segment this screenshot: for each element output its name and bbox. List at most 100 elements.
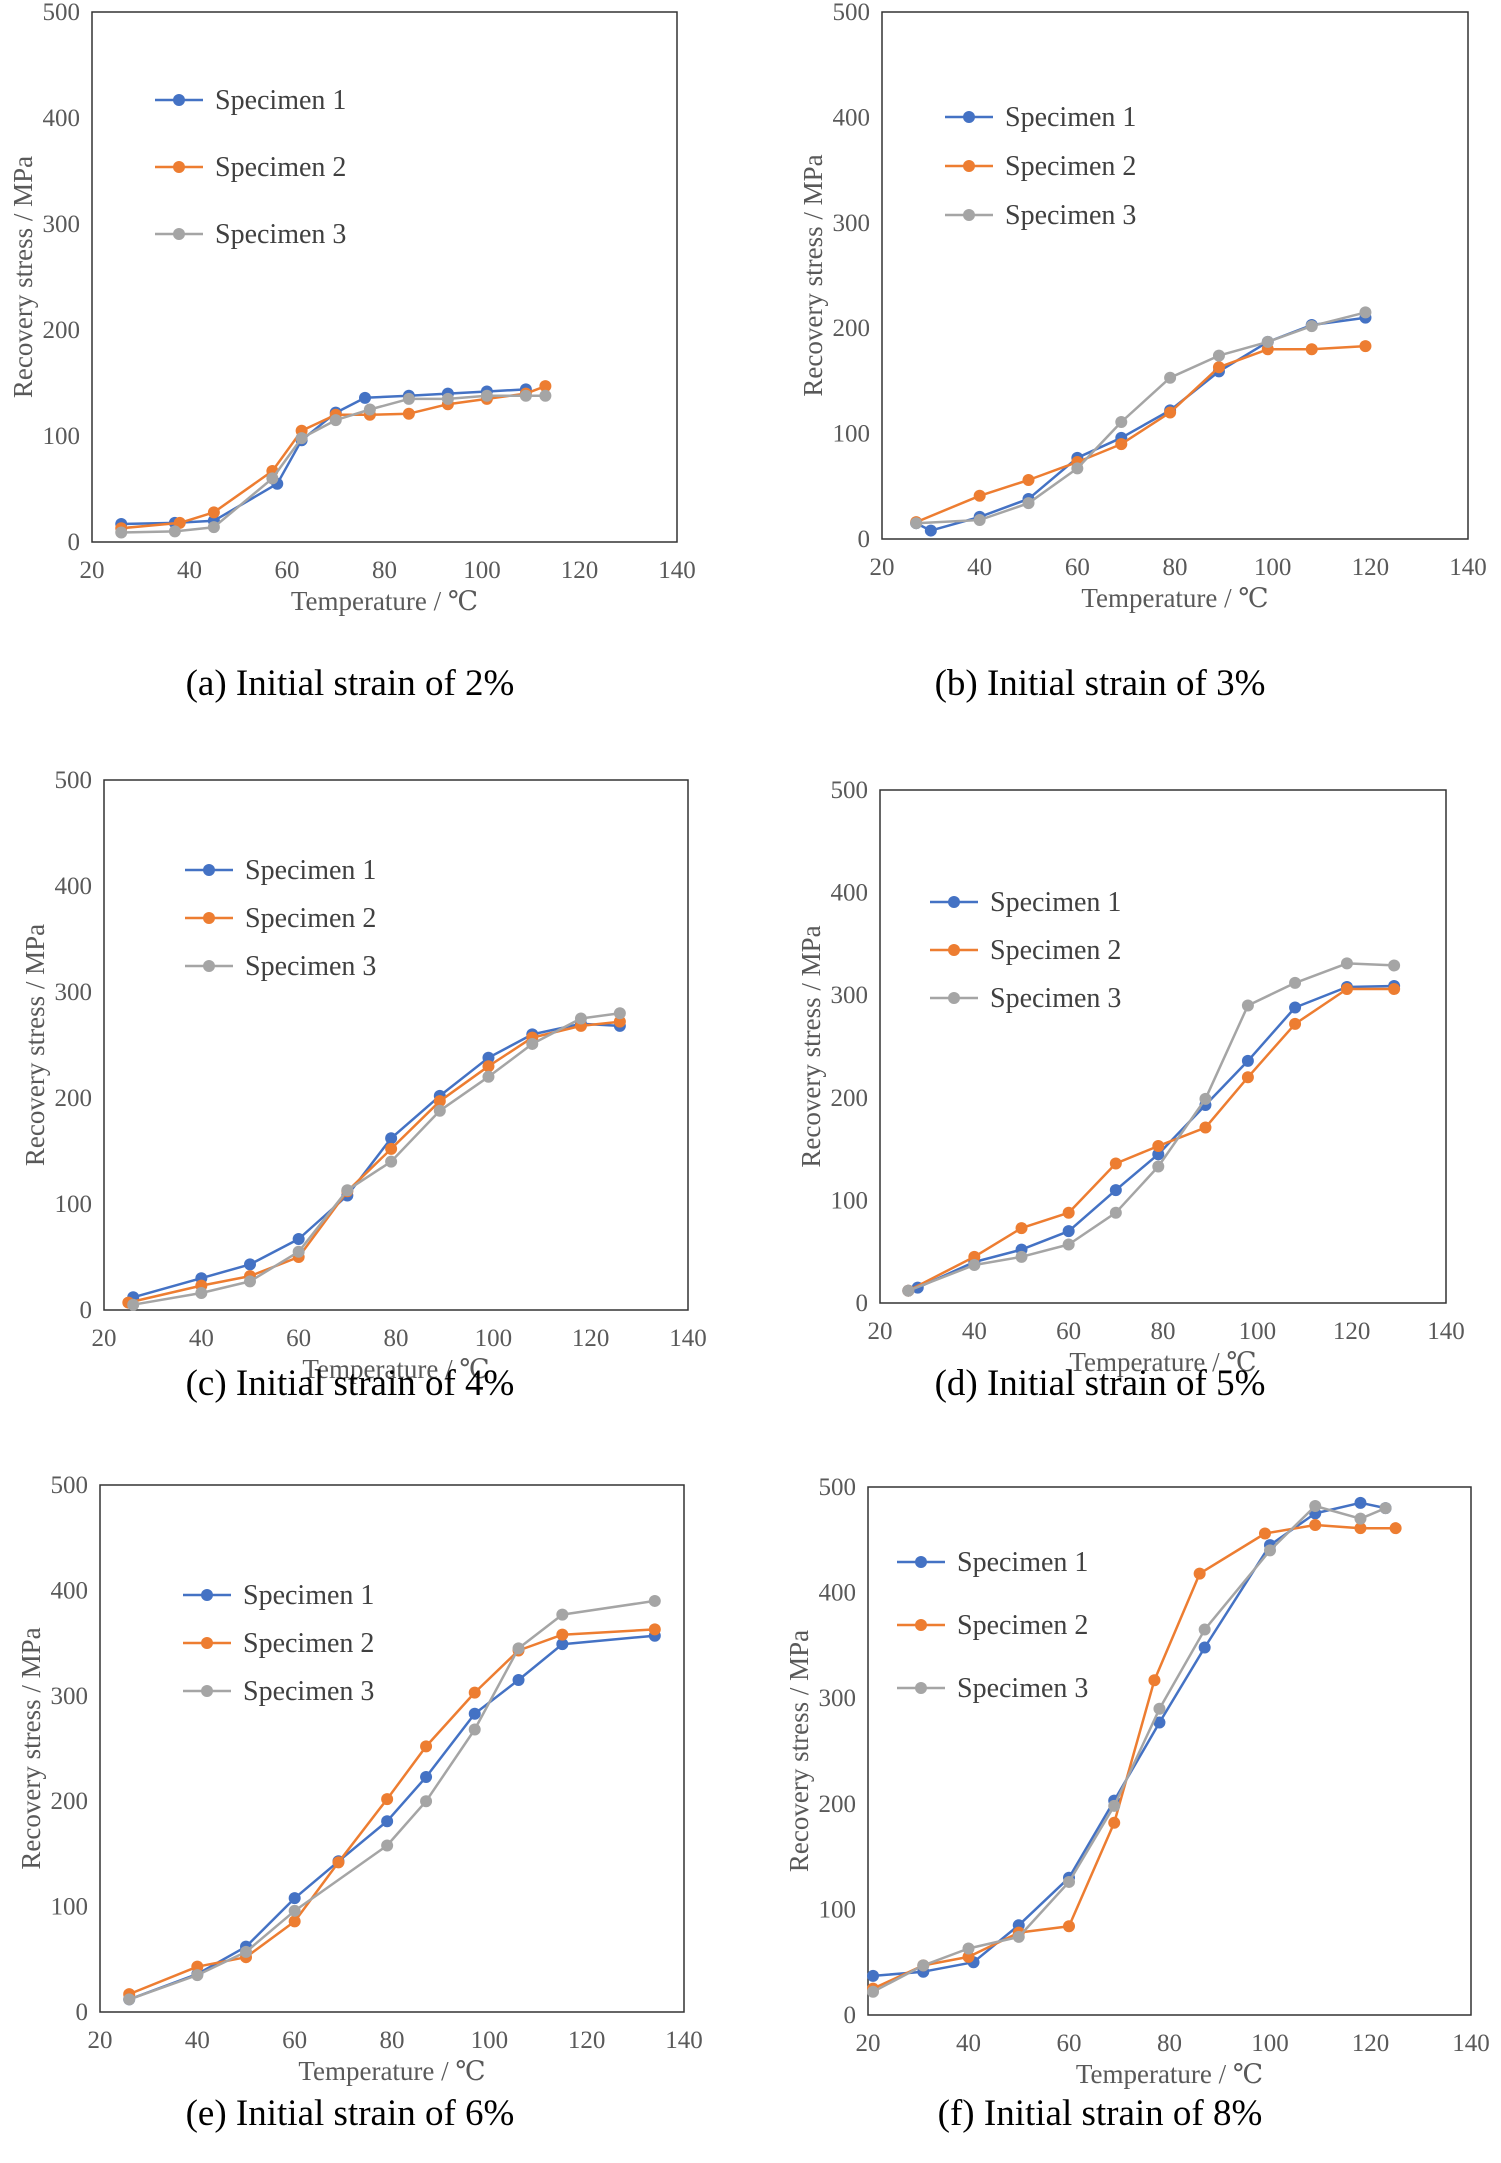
- legend-marker-specimen-3: [948, 992, 960, 1004]
- x-tick-label: 40: [967, 554, 992, 581]
- data-point-specimen-3: [539, 389, 552, 402]
- data-point-specimen-2: [468, 1686, 481, 1699]
- data-point-specimen-3: [556, 1608, 569, 1621]
- data-point-specimen-2: [1199, 1121, 1212, 1134]
- x-tick-label: 40: [956, 2030, 981, 2057]
- x-tick-label: 120: [572, 1325, 610, 1352]
- data-point-specimen-3: [973, 514, 986, 527]
- y-tick-label: 300: [43, 211, 81, 238]
- series-line-specimen-3: [121, 394, 546, 534]
- data-point-specimen-2: [1289, 1017, 1302, 1030]
- legend-label-specimen-3: Specimen 3: [245, 951, 376, 982]
- data-point-specimen-3: [123, 1993, 136, 2006]
- x-tick-label: 100: [1239, 1318, 1277, 1345]
- x-tick-label: 60: [1056, 1318, 1081, 1345]
- data-point-specimen-3: [1264, 1544, 1276, 1557]
- data-point-specimen-1: [292, 1232, 305, 1245]
- data-point-specimen-2: [539, 380, 552, 393]
- data-point-specimen-3: [385, 1155, 398, 1168]
- x-axis-title: Temperature / ℃: [1076, 2059, 1263, 2089]
- data-point-specimen-2: [1063, 1920, 1075, 1933]
- data-point-specimen-2: [288, 1915, 301, 1928]
- x-tick-label: 140: [665, 2027, 703, 2054]
- data-point-specimen-3: [420, 1795, 433, 1808]
- data-point-specimen-3: [1379, 1502, 1392, 1515]
- panel-caption: (d) Initial strain of 5%: [934, 1363, 1266, 1404]
- data-point-specimen-3: [1164, 371, 1177, 384]
- data-point-specimen-3: [402, 392, 415, 405]
- data-point-specimen-3: [1152, 1160, 1165, 1173]
- data-point-specimen-3: [1012, 1930, 1025, 1943]
- data-point-specimen-2: [962, 1950, 975, 1963]
- data-point-specimen-3: [1388, 959, 1401, 972]
- data-point-specimen-3: [1022, 497, 1035, 510]
- x-tick-label: 80: [1151, 1318, 1176, 1345]
- legend-label-specimen-3: Specimen 3: [957, 1673, 1088, 1704]
- data-point-specimen-2: [1305, 343, 1318, 356]
- legend-marker-specimen-2: [201, 1637, 213, 1649]
- data-point-specimen-2: [1164, 406, 1177, 419]
- data-point-specimen-2: [968, 1250, 981, 1263]
- data-point-specimen-3: [266, 472, 279, 485]
- legend-marker-specimen-2: [203, 912, 215, 924]
- data-point-specimen-3: [441, 392, 454, 405]
- x-tick-label: 140: [1452, 2030, 1490, 2057]
- legend-label-specimen-3: Specimen 3: [1005, 200, 1136, 231]
- legend-marker-specimen-3: [203, 960, 215, 972]
- data-point-specimen-3: [1261, 335, 1274, 348]
- legend-label-specimen-2: Specimen 2: [243, 1628, 374, 1659]
- legend-marker-specimen-2: [173, 161, 185, 173]
- data-point-specimen-3: [910, 517, 923, 530]
- legend-marker-specimen-3: [173, 228, 185, 240]
- x-axis-title: Temperature / ℃: [291, 586, 478, 616]
- x-tick-label: 20: [80, 557, 105, 584]
- data-point-specimen-1: [385, 1132, 398, 1145]
- data-point-specimen-1: [1062, 1225, 1075, 1238]
- x-tick-label: 20: [870, 554, 895, 581]
- data-point-specimen-1: [420, 1770, 433, 1783]
- y-tick-label: 300: [51, 1683, 89, 1710]
- data-point-specimen-3: [240, 1945, 252, 1958]
- x-tick-label: 80: [384, 1325, 409, 1352]
- y-tick-label: 0: [80, 1297, 93, 1324]
- y-tick-label: 100: [819, 1896, 857, 1923]
- data-point-specimen-2: [973, 489, 986, 502]
- legend-label-specimen-2: Specimen 2: [245, 903, 376, 934]
- data-point-specimen-1: [1153, 1716, 1166, 1729]
- x-tick-label: 120: [1333, 1318, 1371, 1345]
- data-point-specimen-3: [1062, 1238, 1075, 1251]
- x-axis-title: Temperature / ℃: [298, 2056, 485, 2086]
- plot-frame: [881, 11, 1469, 540]
- x-tick-label: 80: [1157, 2030, 1182, 2057]
- legend-marker-specimen-2: [963, 160, 975, 172]
- x-tick-label: 140: [1427, 1318, 1465, 1345]
- data-point-specimen-2: [482, 1060, 495, 1073]
- legend-marker-specimen-1: [948, 896, 960, 908]
- data-point-specimen-3: [1212, 349, 1225, 362]
- data-point-specimen-3: [341, 1184, 354, 1197]
- data-point-specimen-2: [1148, 1674, 1161, 1687]
- data-point-specimen-3: [288, 1904, 301, 1917]
- x-tick-label: 80: [372, 557, 397, 584]
- data-point-specimen-2: [1241, 1071, 1254, 1084]
- data-point-specimen-2: [1108, 1816, 1121, 1829]
- series-line-specimen-3: [128, 1599, 655, 2001]
- y-tick-label: 500: [51, 1472, 89, 1499]
- y-tick-label: 200: [833, 315, 871, 342]
- legend-marker-specimen-3: [915, 1682, 927, 1694]
- y-tick-label: 200: [43, 317, 81, 344]
- series-line-specimen-1: [907, 984, 1395, 1292]
- data-point-specimen-1: [1152, 1148, 1165, 1161]
- data-point-specimen-3: [1241, 999, 1254, 1012]
- data-point-specimen-3: [295, 432, 308, 445]
- data-point-specimen-3: [1153, 1702, 1166, 1715]
- data-point-specimen-2: [1062, 1206, 1075, 1219]
- y-tick-label: 400: [51, 1577, 89, 1604]
- x-tick-label: 20: [868, 1318, 893, 1345]
- y-tick-label: 500: [831, 777, 869, 804]
- y-tick-label: 500: [43, 0, 81, 26]
- x-tick-label: 100: [475, 1325, 513, 1352]
- y-tick-label: 200: [819, 1791, 857, 1818]
